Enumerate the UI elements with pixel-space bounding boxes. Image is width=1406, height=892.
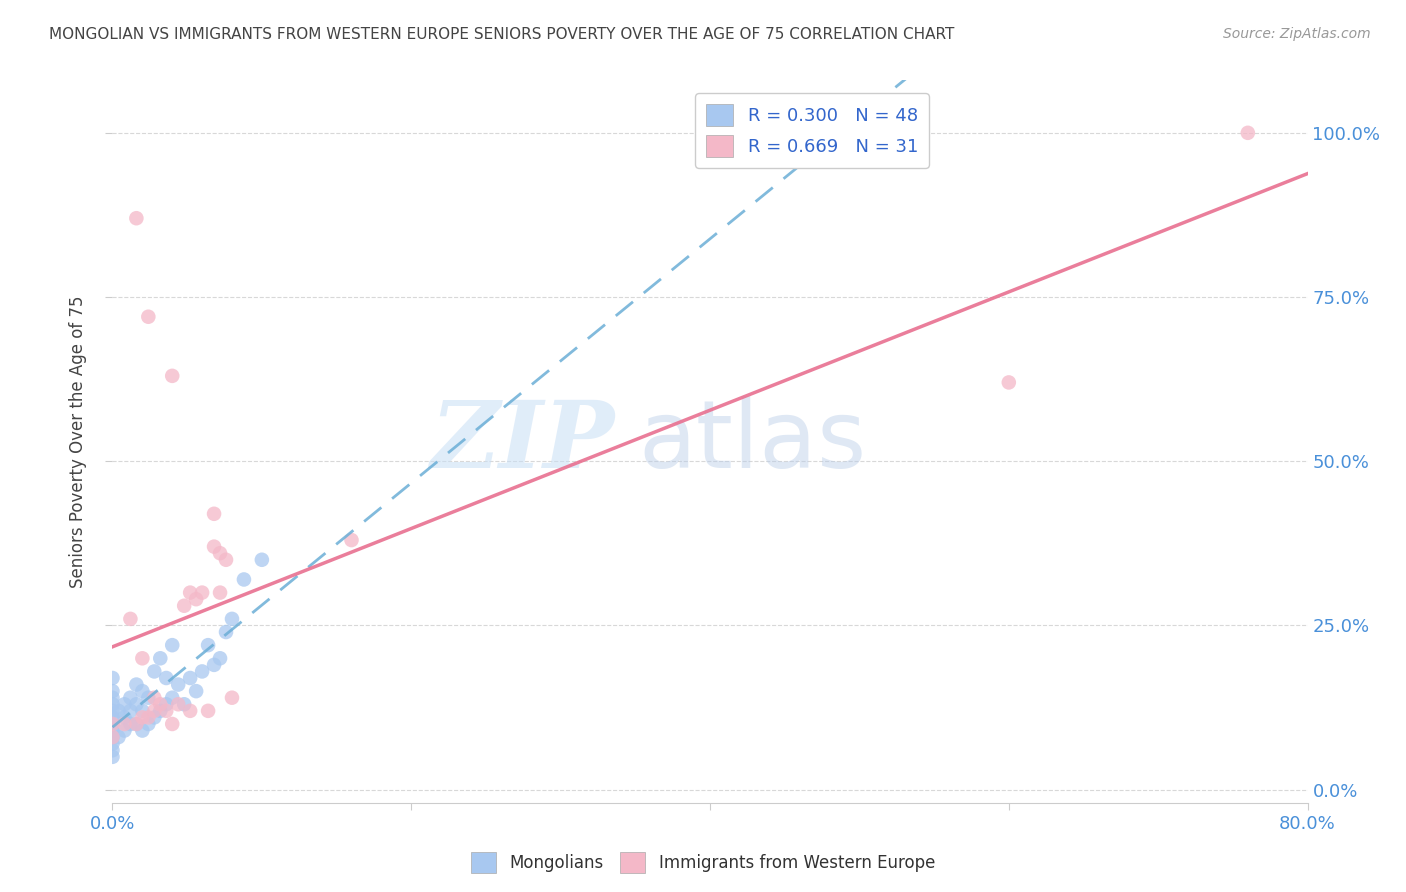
Legend: R = 0.300   N = 48, R = 0.669   N = 31: R = 0.300 N = 48, R = 0.669 N = 31: [695, 93, 929, 168]
Point: [125, 717, 148, 731]
Point: [155, 704, 177, 718]
Point: [125, 211, 148, 226]
Point: [998, 376, 1021, 390]
Point: [191, 585, 214, 599]
Point: [125, 717, 148, 731]
Point: [340, 533, 363, 547]
Point: [114, 717, 135, 731]
Point: [120, 690, 142, 705]
Text: atlas: atlas: [638, 395, 866, 488]
Point: [101, 710, 124, 724]
Point: [149, 651, 172, 665]
Point: [215, 553, 238, 567]
Point: [186, 684, 208, 698]
Point: [197, 704, 219, 718]
Point: [155, 698, 177, 712]
Point: [162, 638, 183, 652]
Point: [125, 698, 148, 712]
Point: [1237, 126, 1260, 140]
Text: ZIP: ZIP: [430, 397, 614, 486]
Point: [202, 540, 225, 554]
Point: [131, 651, 153, 665]
Point: [131, 710, 153, 724]
Point: [131, 704, 153, 718]
Point: [186, 592, 208, 607]
Text: MONGOLIAN VS IMMIGRANTS FROM WESTERN EUROPE SENIORS POVERTY OVER THE AGE OF 75 C: MONGOLIAN VS IMMIGRANTS FROM WESTERN EUR…: [49, 27, 955, 42]
Point: [101, 737, 124, 751]
Point: [209, 651, 232, 665]
Point: [138, 690, 160, 705]
Point: [114, 698, 135, 712]
Point: [149, 704, 172, 718]
Point: [101, 749, 124, 764]
Point: [221, 612, 243, 626]
Point: [162, 717, 183, 731]
Point: [250, 553, 273, 567]
Point: [179, 704, 201, 718]
Point: [143, 690, 166, 705]
Point: [173, 599, 195, 613]
Point: [131, 684, 153, 698]
Point: [120, 717, 142, 731]
Legend: Mongolians, Immigrants from Western Europe: Mongolians, Immigrants from Western Euro…: [464, 846, 942, 880]
Point: [114, 723, 135, 738]
Point: [107, 730, 129, 744]
Point: [138, 710, 160, 724]
Point: [202, 657, 225, 672]
Point: [101, 743, 124, 757]
Point: [179, 671, 201, 685]
Point: [101, 730, 124, 744]
Point: [173, 698, 195, 712]
Point: [101, 704, 124, 718]
Point: [101, 723, 124, 738]
Point: [143, 665, 166, 679]
Point: [138, 717, 160, 731]
Point: [114, 710, 135, 724]
Point: [221, 690, 243, 705]
Point: [155, 671, 177, 685]
Point: [162, 690, 183, 705]
Point: [202, 507, 225, 521]
Point: [138, 310, 160, 324]
Point: [101, 684, 124, 698]
Point: [191, 665, 214, 679]
Point: [162, 368, 183, 383]
Point: [143, 704, 166, 718]
Point: [101, 717, 124, 731]
Point: [209, 585, 232, 599]
Point: [167, 698, 190, 712]
Text: Source: ZipAtlas.com: Source: ZipAtlas.com: [1223, 27, 1371, 41]
Point: [179, 585, 201, 599]
Point: [101, 730, 124, 744]
Point: [197, 638, 219, 652]
Point: [131, 723, 153, 738]
Point: [233, 573, 256, 587]
Y-axis label: Seniors Poverty Over the Age of 75: Seniors Poverty Over the Age of 75: [69, 295, 87, 588]
Point: [149, 698, 172, 712]
Point: [101, 717, 124, 731]
Point: [215, 625, 238, 640]
Point: [143, 710, 166, 724]
Point: [101, 671, 124, 685]
Point: [101, 690, 124, 705]
Point: [120, 612, 142, 626]
Point: [167, 677, 190, 691]
Point: [107, 704, 129, 718]
Point: [125, 677, 148, 691]
Point: [120, 704, 142, 718]
Point: [101, 698, 124, 712]
Point: [209, 546, 232, 560]
